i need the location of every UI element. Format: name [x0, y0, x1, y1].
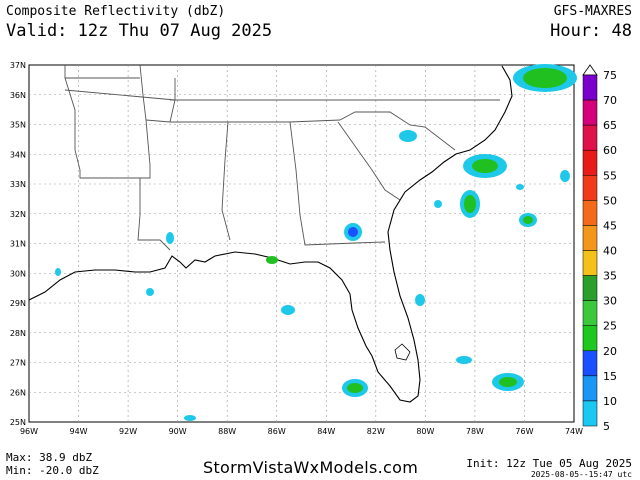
lon-label: 94W [69, 427, 87, 436]
lat-label: 36N [10, 91, 26, 100]
lat-label: 29N [10, 299, 26, 308]
colorbar-label: 30 [603, 295, 617, 308]
lon-label: 78W [466, 427, 484, 436]
colorbar-label: 15 [603, 370, 617, 383]
lon-label: 90W [169, 427, 187, 436]
lat-label: 25N [10, 418, 26, 427]
lon-label: 84W [317, 427, 335, 436]
lon-label: 86W [268, 427, 286, 436]
echo-cluster [281, 305, 295, 315]
colorbar-label: 70 [603, 94, 617, 107]
lat-label: 34N [10, 150, 26, 159]
colorbar-swatch [582, 175, 598, 201]
colorbar-swatch [582, 225, 598, 251]
colorbar-arrow [582, 64, 598, 76]
colorbar-swatch [582, 149, 598, 176]
colorbar-swatch [582, 250, 598, 276]
radar-echoes [55, 64, 577, 421]
lat-label: 31N [10, 240, 26, 249]
lat-label: 35N [10, 121, 26, 130]
echo-cluster [456, 356, 472, 364]
min-value: Min: -20.0 dbZ [6, 464, 99, 477]
latitude-labels: 37N 36N 35N 34N 33N 32N 31N 30N 29N 28N 27N 26N 25N [10, 61, 26, 427]
lon-label: 80W [416, 427, 434, 436]
echo-cluster [415, 294, 425, 306]
color-bar: 75 70 65 60 55 50 45 40 35 30 25 20 15 10 5 [582, 64, 617, 433]
lat-label: 27N [10, 359, 26, 368]
lat-label: 30N [10, 269, 26, 278]
state-borders [64, 64, 500, 251]
echo-core [523, 68, 567, 88]
site-credit: StormVistaWxModels.com [203, 458, 419, 477]
lon-label: 92W [119, 427, 137, 436]
colorbar-swatch [582, 400, 598, 427]
colorbar-swatch [582, 375, 598, 402]
echo-core [347, 383, 363, 393]
colorbar-swatch [582, 200, 598, 226]
echo-core [523, 216, 533, 224]
lat-label: 37N [10, 61, 26, 70]
generated-timestamp: 2025-08-05--15:47 utc [530, 470, 632, 479]
lon-label: 96W [20, 427, 38, 436]
echo-cluster [184, 415, 196, 421]
map-title: Composite Reflectivity (dbZ) [6, 4, 226, 19]
colorbar-swatch [582, 275, 598, 301]
echo-cluster [399, 130, 417, 142]
colorbar-swatch [582, 325, 598, 352]
lake-okeechobee [394, 343, 411, 361]
colorbar-swatch [582, 350, 598, 377]
colorbar-label: 75 [603, 69, 617, 82]
echo-core [499, 377, 517, 387]
coastline [28, 65, 513, 403]
colorbar-label: 50 [603, 194, 617, 207]
colorbar-label: 60 [603, 144, 617, 157]
echo-cluster [166, 232, 174, 244]
colorbar-label: 5 [603, 420, 610, 433]
max-value: Max: 38.9 dbZ [6, 451, 93, 464]
echo-cluster [560, 170, 570, 182]
lon-label: 82W [367, 427, 385, 436]
model-name: GFS-MAXRES [553, 4, 632, 19]
colorbar-swatch [582, 300, 598, 326]
echo-cluster [146, 288, 154, 296]
forecast-hour: Hour: 48 [550, 21, 632, 41]
colorbar-label: 10 [603, 395, 617, 408]
longitude-labels: 96W 94W 92W 90W 88W 86W 84W 82W 80W 78W 76W 74W [20, 427, 583, 436]
colorbar-swatch [582, 99, 598, 126]
lat-label: 32N [10, 210, 26, 219]
colorbar-label: 20 [603, 345, 617, 358]
lon-label: 88W [218, 427, 236, 436]
colorbar-label: 45 [603, 219, 617, 232]
init-time: Init: 12z Tue 05 Aug 2025 [466, 457, 632, 470]
echo-cluster [434, 200, 442, 208]
lon-label: 74W [565, 427, 583, 436]
colorbar-label: 25 [603, 320, 617, 333]
lon-label: 76W [515, 427, 533, 436]
colorbar-label: 40 [603, 245, 617, 258]
lat-label: 28N [10, 329, 26, 338]
valid-time: Valid: 12z Thu 07 Aug 2025 [6, 21, 273, 41]
echo-core [472, 159, 498, 173]
colorbar-label: 65 [603, 119, 617, 132]
echo-cluster [55, 268, 61, 276]
echo-cluster [516, 184, 524, 190]
colorbar-swatch [582, 124, 598, 151]
colorbar-swatch [582, 74, 598, 101]
echo-cluster [266, 256, 278, 264]
lat-label: 33N [10, 180, 26, 189]
echo-core [348, 227, 358, 237]
echo-core [464, 195, 476, 213]
lat-label: 26N [10, 388, 26, 397]
colorbar-label: 35 [603, 270, 617, 283]
colorbar-label: 55 [603, 169, 617, 182]
